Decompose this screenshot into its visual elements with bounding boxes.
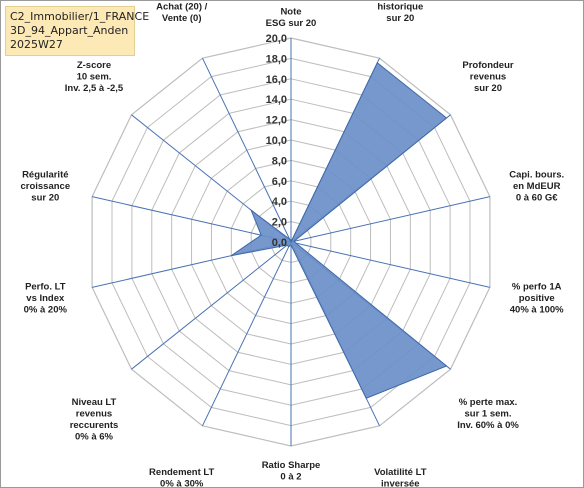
tick-label: 10,0	[266, 135, 287, 147]
tick-label: 14,0	[266, 94, 287, 106]
axis-label-7: Volatilité LTinversée60% à 0%	[374, 467, 427, 488]
axis-label-line: sur 1 sem.	[465, 409, 512, 420]
spoke-10	[131, 241, 292, 370]
axis-label-line: Inv. 60% à 0%	[457, 420, 519, 431]
axis-label-line: ESG sur 20	[266, 18, 317, 29]
axis-label-line: Profondeur	[375, 0, 426, 1]
tick-label: 12,0	[266, 115, 287, 127]
tick-label: 18,0	[266, 53, 287, 65]
chart-title-box: C2_Immobilier/1_FRANCE 3D_94_Appart_Ande…	[5, 6, 150, 56]
axis-label-line: en MdEUR	[513, 181, 561, 192]
axis-label-line: Capi. bours.	[509, 169, 564, 180]
axis-label-line: sur 20	[31, 192, 59, 203]
axis-label-line: sur 20	[474, 83, 502, 94]
radial-tick-labels: 0,0 2,0 4,0 6,0 8,0 10,0 12,0 14,0 16,0 18,0 20,0	[266, 33, 287, 249]
axis-label-5: % perfo 1A positive 40% à 100%	[510, 282, 564, 316]
axis-label-6: % perte max. sur 1 sem. Inv. 60% à 0%	[457, 397, 519, 431]
axis-label-line: Achat (20) /	[156, 2, 208, 13]
axis-label-10: Niveau LT revenus reccurents 0% à 6%	[70, 397, 119, 443]
axis-label-line: revenus	[470, 71, 506, 82]
tick-label: 2,0	[272, 217, 287, 229]
axis-label-line: sur 20	[386, 13, 414, 24]
tick-label: 20,0	[266, 33, 287, 45]
axis-label-line: revenus	[76, 409, 112, 420]
tick-label: 16,0	[266, 74, 287, 86]
axis-label-12: Régularité croissance sur 20	[20, 169, 70, 203]
axis-label-line: historique	[377, 2, 423, 13]
axis-label-9: Rendement LT 0% à 30%	[149, 467, 214, 488]
axis-label-11: Perfo. LT vs Index 0% à 20%	[24, 282, 68, 316]
tick-label: 4,0	[272, 196, 287, 208]
tick-label: 8,0	[272, 155, 287, 167]
axis-label-line: 40% à 100%	[510, 305, 564, 316]
axis-label-line: croissance	[20, 181, 70, 192]
axis-label-line: 0 à 60 G€	[516, 192, 558, 203]
series-area	[231, 62, 448, 399]
title-line-1: C2_Immobilier/1_FRANCE	[10, 10, 150, 23]
axis-label-line: vs Index	[26, 293, 65, 304]
spoke-9	[202, 241, 292, 427]
axis-label-line: Z-score	[77, 60, 111, 71]
spoke-4	[290, 196, 490, 243]
spoke-5	[290, 241, 490, 288]
axis-label-line: 0 à 2	[280, 472, 301, 483]
axis-label-line: Profondeur	[462, 60, 513, 71]
axis-label-line: Vente (0)	[162, 13, 202, 24]
axis-label-line: Rendement LT	[149, 467, 214, 478]
axis-label-line: Perfo. LT	[25, 282, 66, 293]
axis-label-line: positive	[519, 293, 555, 304]
axis-label-3: Profondeur revenus sur 20	[462, 60, 513, 94]
axis-label-line: Niveau LT	[72, 397, 117, 408]
axis-label-13: Z-score 10 sem. Inv. 2,5 à -2,5	[65, 60, 124, 94]
axis-label-line: Note	[280, 7, 301, 18]
axis-label-line: 10 sem.	[77, 71, 112, 82]
title-line-2: 3D_94_Appart_Anden	[10, 24, 129, 37]
title-line-3: 2025W27	[10, 38, 63, 51]
spoke-12	[92, 196, 292, 243]
axis-label-line: inversée	[381, 479, 420, 488]
axis-label-4: Capi. bours. en MdEUR 0 à 60 G€	[509, 169, 564, 203]
tick-label: 6,0	[272, 176, 287, 188]
axis-label-14: MomentumAchat (20) /Vente (0)	[156, 0, 208, 24]
axis-label-line: Ratio Sharpe	[262, 460, 321, 471]
axis-label-line: Régularité	[22, 169, 68, 180]
axis-label-line: Volatilité LT	[374, 467, 427, 478]
axis-label-line: Momentum	[156, 0, 207, 1]
spoke-14	[202, 57, 292, 243]
axis-label-line: % perfo 1A	[512, 282, 562, 293]
axis-label-line: % perte max.	[459, 397, 518, 408]
axis-label-line: reccurents	[70, 420, 119, 431]
radar-series	[231, 62, 448, 399]
axis-label-line: 0% à 6%	[75, 432, 114, 443]
axis-label-1: Note ESG sur 20	[266, 7, 317, 30]
axis-label-2: Profondeurhistoriquesur 20	[375, 0, 426, 24]
axis-label-8: Ratio Sharpe 0 à 2	[262, 460, 321, 483]
axis-label-line: 0% à 20%	[24, 305, 68, 316]
axis-label-line: 0% à 30%	[160, 479, 204, 488]
tick-label: 0,0	[272, 237, 287, 249]
axis-label-line: Inv. 2,5 à -2,5	[65, 83, 124, 94]
